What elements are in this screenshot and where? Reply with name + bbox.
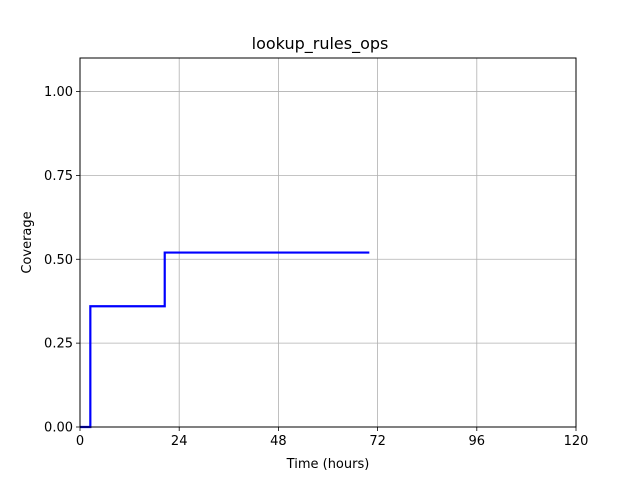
x-tick-label: 48 [270, 434, 287, 449]
chart-title: lookup_rules_ops [252, 34, 389, 54]
x-tick-label: 72 [369, 434, 386, 449]
y-axis-label: Coverage [20, 211, 35, 273]
x-tick-label: 120 [564, 434, 589, 449]
y-tick-label: 0.75 [44, 169, 73, 184]
y-tick-label: 1.00 [44, 85, 73, 100]
y-tick-label: 0.25 [44, 337, 73, 352]
y-tick-label: 0.00 [44, 421, 73, 436]
y-axis-ticks: 0.00 0.25 0.50 0.75 1.00 [44, 85, 80, 436]
x-tick-label: 0 [76, 434, 84, 449]
x-axis-ticks: 0 24 48 72 96 120 [76, 427, 589, 449]
x-axis-label: Time (hours) [286, 457, 370, 472]
x-tick-label: 24 [171, 434, 188, 449]
y-tick-label: 0.50 [44, 253, 73, 268]
x-tick-label: 96 [469, 434, 486, 449]
plot-frame [79, 57, 577, 428]
